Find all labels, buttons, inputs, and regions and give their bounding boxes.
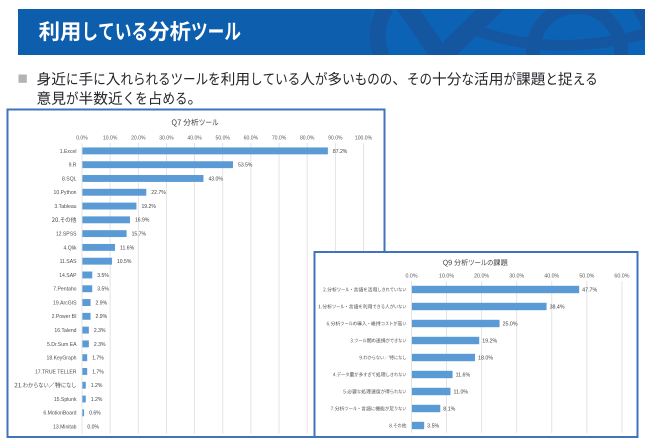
- svg-text:0.0%: 0.0%: [87, 425, 99, 431]
- svg-text:15.Splunk: 15.Splunk: [54, 397, 77, 403]
- svg-text:16.9%: 16.9%: [135, 218, 150, 224]
- svg-text:43.0%: 43.0%: [208, 176, 223, 182]
- svg-text:30.0%: 30.0%: [509, 274, 524, 280]
- svg-text:25.0%: 25.0%: [503, 322, 518, 328]
- svg-text:12.SPSS: 12.SPSS: [56, 232, 77, 238]
- svg-text:19.2%: 19.2%: [141, 204, 156, 210]
- svg-text:10.0%: 10.0%: [103, 135, 118, 141]
- svg-text:2.9%: 2.9%: [96, 300, 108, 306]
- svg-text:19.ArcGIS: 19.ArcGIS: [53, 300, 77, 306]
- svg-text:4.Qlik: 4.Qlik: [63, 245, 76, 251]
- svg-text:60.0%: 60.0%: [614, 274, 629, 280]
- svg-text:5.Dr.Sum EA: 5.Dr.Sum EA: [47, 342, 77, 348]
- svg-text:2.3%: 2.3%: [94, 342, 106, 348]
- svg-text:19.2%: 19.2%: [482, 339, 497, 345]
- svg-text:100.0%: 100.0%: [355, 135, 373, 141]
- svg-text:6.MotionBoard: 6.MotionBoard: [43, 411, 76, 417]
- svg-text:10.0%: 10.0%: [439, 274, 454, 280]
- svg-text:1.2%: 1.2%: [91, 397, 103, 403]
- svg-text:53.5%: 53.5%: [238, 163, 253, 169]
- svg-text:10.5%: 10.5%: [117, 259, 132, 265]
- svg-text:1.7%: 1.7%: [92, 369, 104, 375]
- svg-text:11.6%: 11.6%: [456, 373, 471, 379]
- svg-text:0.0%: 0.0%: [76, 135, 88, 141]
- svg-text:20.0%: 20.0%: [131, 135, 146, 141]
- svg-text:2.Power BI: 2.Power BI: [52, 314, 77, 320]
- svg-text:22.7%: 22.7%: [151, 190, 166, 196]
- svg-text:11.6%: 11.6%: [120, 245, 135, 251]
- svg-text:40.0%: 40.0%: [544, 274, 559, 280]
- svg-text:50.0%: 50.0%: [579, 274, 594, 280]
- svg-text:38.4%: 38.4%: [550, 305, 565, 311]
- svg-text:1.7%: 1.7%: [92, 356, 104, 362]
- svg-text:10.Python: 10.Python: [54, 190, 77, 196]
- svg-text:70.0%: 70.0%: [272, 135, 287, 141]
- svg-text:20.0%: 20.0%: [474, 274, 489, 280]
- svg-text:3.5%: 3.5%: [97, 273, 109, 279]
- svg-text:9.R: 9.R: [69, 163, 77, 169]
- svg-text:18.0%: 18.0%: [478, 356, 493, 362]
- svg-text:47.7%: 47.7%: [582, 288, 597, 294]
- svg-text:2.3%: 2.3%: [94, 328, 106, 334]
- svg-text:8.1%: 8.1%: [443, 407, 455, 413]
- svg-text:80.0%: 80.0%: [300, 135, 315, 141]
- svg-text:50.0%: 50.0%: [216, 135, 231, 141]
- svg-text:40.0%: 40.0%: [187, 135, 202, 141]
- svg-text:87.2%: 87.2%: [333, 149, 348, 155]
- svg-text:16.Talend: 16.Talend: [54, 328, 76, 334]
- svg-text:0.6%: 0.6%: [89, 411, 101, 417]
- svg-text:8.SQL: 8.SQL: [62, 176, 77, 182]
- svg-text:14.SAP: 14.SAP: [59, 273, 77, 279]
- svg-text:7.Pentaho: 7.Pentaho: [53, 287, 76, 293]
- svg-text:11.SAS: 11.SAS: [60, 259, 77, 265]
- svg-text:18.KeyGraph: 18.KeyGraph: [46, 356, 76, 362]
- svg-text:3.5%: 3.5%: [427, 424, 439, 430]
- svg-text:90.0%: 90.0%: [328, 135, 343, 141]
- svg-text:60.0%: 60.0%: [244, 135, 259, 141]
- svg-text:1.2%: 1.2%: [91, 383, 103, 389]
- svg-text:17.TRUE TELLER: 17.TRUE TELLER: [35, 369, 77, 375]
- svg-text:15.7%: 15.7%: [132, 232, 147, 238]
- svg-text:1.Excel: 1.Excel: [60, 149, 77, 155]
- svg-text:3.Tableau: 3.Tableau: [54, 204, 76, 210]
- svg-text:30.0%: 30.0%: [159, 135, 174, 141]
- svg-text:11.0%: 11.0%: [453, 390, 468, 396]
- svg-text:13.Minitab: 13.Minitab: [53, 425, 77, 431]
- svg-text:2.9%: 2.9%: [96, 314, 108, 320]
- svg-text:3.5%: 3.5%: [97, 287, 109, 293]
- svg-text:0.0%: 0.0%: [405, 274, 417, 280]
